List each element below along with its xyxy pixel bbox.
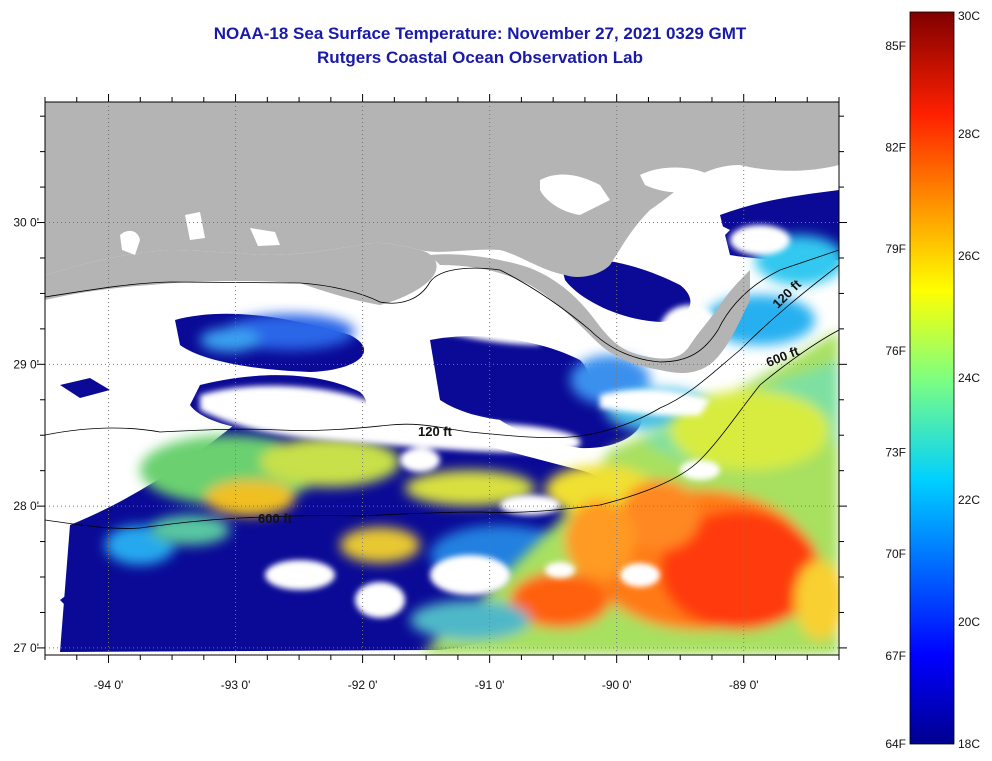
warm-water-layer [140,330,839,655]
lon-tick-label: -94 0' [94,678,124,692]
coastline [45,249,839,363]
axis-ticks [37,94,847,663]
colorbar-fahrenheit-label: 85F [885,39,906,53]
colorbar-fahrenheit-label: 64F [885,737,906,751]
colorbar-fahrenheit-label: 73F [885,446,906,460]
lat-tick-label: 30 0' [13,216,39,230]
colorbar-fahrenheit-label: 79F [885,242,906,256]
map-subtitle: Rutgers Coastal Ocean Observation Lab [317,48,643,67]
colorbar-fahrenheit-label: 76F [885,344,906,358]
lon-tick-label: -92 0' [348,678,378,692]
map-frame [44,101,840,656]
lon-tick-label: -91 0' [475,678,505,692]
colorbar-celsius-label: 18C [958,737,980,751]
lat-tick-label: 28 0' [13,499,39,513]
colorbar-celsius-label: 28C [958,127,980,141]
graticule [45,102,839,655]
lon-tick-label: -89 0' [729,678,759,692]
colorbar-celsius-label: 22C [958,493,980,507]
colorbar-scale [909,11,955,745]
colorbar-fahrenheit-label: 82F [885,141,906,155]
colorbar-fahrenheit-labels: 85F 82F 79F 76F 73F 70F 67F 64F [885,39,906,751]
lat-tick-label: 27 0' [13,641,39,655]
colorbar-celsius-label: 26C [958,249,980,263]
colorbar-celsius-labels: 30C 28C 26C 24C 22C 20C 18C [958,9,980,751]
lon-tick-label: -93 0' [221,678,251,692]
colorbar-celsius-label: 30C [958,9,980,23]
map-title: NOAA-18 Sea Surface Temperature: Novembe… [213,24,747,43]
colorbar-fahrenheit-label: 70F [885,547,906,561]
contour-label-120ft-south: 120 ft [418,424,453,439]
lon-tick-label: -90 0' [602,678,632,692]
colorbar-celsius-label: 24C [958,371,980,385]
axis-labels: -94 0' -93 0' -92 0' -91 0' -90 0' -89 0' 30 0… [13,216,758,692]
contour-label-600ft-west: 600 ft [258,511,293,526]
colorbar-celsius-label: 20C [958,615,980,629]
colorbar-fahrenheit-label: 67F [885,649,906,663]
cloud-layer [45,225,790,618]
isobath-600ft [45,329,839,529]
map-layers [45,102,839,655]
lat-tick-label: 29 0' [13,357,39,371]
isobath-120ft [45,264,839,439]
land-layer [45,102,839,373]
